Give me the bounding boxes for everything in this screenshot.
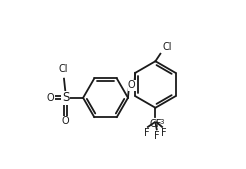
Text: F: F (161, 128, 166, 138)
Text: F: F (144, 128, 150, 138)
Text: O: O (62, 116, 69, 126)
Text: O: O (128, 80, 136, 90)
Text: CF: CF (149, 119, 162, 129)
Text: S: S (62, 91, 69, 104)
Text: 3: 3 (159, 119, 164, 125)
Text: F: F (154, 130, 160, 141)
Text: Cl: Cl (58, 64, 68, 74)
Text: Cl: Cl (162, 42, 171, 52)
Text: O: O (47, 93, 55, 103)
